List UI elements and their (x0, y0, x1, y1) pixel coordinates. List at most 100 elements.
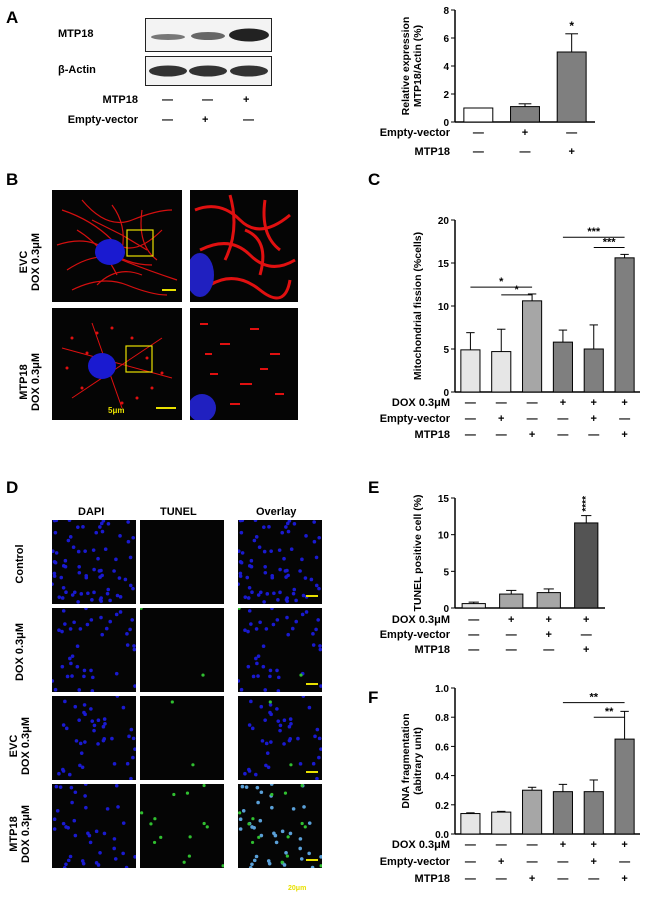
bar (583, 791, 604, 835)
y-tick-label: 8 (443, 6, 449, 17)
bar (499, 593, 524, 609)
condition-mark: — (588, 429, 599, 441)
condition-mark: — (557, 429, 568, 441)
tunel-column-label: TUNEL (160, 506, 197, 518)
tunel-image (238, 784, 322, 868)
scale-bar-label: 20μm (288, 885, 307, 892)
condition-mark: — (581, 629, 592, 641)
condition-mark: + (529, 429, 535, 441)
condition-mark: — (566, 127, 577, 139)
tunel-image (140, 784, 224, 868)
bar (510, 106, 540, 123)
condition-mark: — (468, 644, 479, 656)
chart-c: 0 5 10 15 20 Mitochondrial fission (%cells) * *… (380, 190, 650, 470)
y-tick-label: 0 (443, 604, 449, 615)
condition-mark: — (506, 644, 517, 656)
bar (522, 789, 543, 835)
tunel-image (238, 696, 322, 780)
y-tick-label: 0.0 (435, 830, 449, 841)
condition-mark: — (527, 413, 538, 425)
significance-label: *** (603, 237, 617, 249)
condition-mark: — (465, 429, 476, 441)
y-tick-label: 5 (443, 345, 449, 356)
y-tick-label: 0.4 (435, 772, 449, 783)
tunel-image (52, 784, 136, 868)
y-tick-label: 0.2 (435, 801, 449, 812)
condition-mark: + (498, 856, 504, 868)
y-axis-label: DNA fragmentation (400, 713, 412, 808)
panel-label-d: D (6, 478, 19, 497)
condition-mark: + (621, 873, 627, 885)
tunel-row-label: DOX 0.3μM (14, 622, 26, 682)
condition-mark: — (468, 614, 479, 626)
tunel-row-label: MTP18 DOX 0.3μM (8, 804, 32, 864)
confocal-mtp18-overview (52, 308, 182, 420)
y-tick-label: 0 (443, 388, 449, 399)
bar (552, 341, 573, 393)
tunel-image (52, 520, 136, 604)
tunel-row-label: EVC DOX 0.3μM (8, 716, 32, 776)
y-tick-label: 5 (443, 567, 449, 578)
condition-mark: — (496, 429, 507, 441)
condition-mark: — (465, 413, 476, 425)
tunel-panel: DAPI TUNEL Overlay Control DOX 0.3μM EVC… (0, 498, 330, 898)
condition-mark: + (529, 873, 535, 885)
confocal-row-label: EVC DOX 0.3μM (18, 232, 42, 292)
condition-mark: — (543, 644, 554, 656)
chart-a: 0 2 4 6 8 Relative expression MTP18/Actin (%) *… (380, 0, 650, 168)
tunel-image (140, 520, 224, 604)
condition-label: Empty-vector (380, 856, 451, 868)
confocal-evc-zoom (190, 190, 298, 302)
condition-mark: + (546, 629, 552, 641)
condition-mark: — (473, 127, 484, 139)
tunel-row-label: Control (14, 544, 26, 584)
condition-label: DOX 0.3μM (392, 839, 450, 851)
condition-mark: — (527, 856, 538, 868)
bar (461, 603, 486, 609)
bar (614, 257, 635, 393)
confocal-row-label: MTP18 DOX 0.3μM (18, 352, 42, 412)
condition-mark: — (527, 397, 538, 409)
condition-mark: — (496, 873, 507, 885)
tunel-image (52, 608, 136, 692)
bar (552, 791, 573, 835)
condition-mark: + (591, 839, 597, 851)
significance-label: **** (581, 496, 592, 512)
tunel-image (140, 608, 224, 692)
condition-label: Empty-vector (380, 127, 451, 139)
y-tick-label: 6 (443, 34, 449, 45)
condition-label: MTP18 (415, 429, 450, 441)
condition-mark: — (496, 839, 507, 851)
significance-label: * (515, 284, 520, 296)
chart-f: 0.0 0.2 0.4 0.6 0.8 1.0 DNA fragmentation (abit… (380, 676, 650, 912)
panel-label-f: F (368, 688, 379, 707)
bar (460, 349, 481, 393)
condition-label: DOX 0.3μM (392, 397, 450, 409)
y-tick-label: 15 (438, 259, 450, 270)
tunel-column-label: Overlay (256, 506, 297, 518)
condition-mark: + (583, 614, 589, 626)
panel-label-c: C (368, 170, 381, 189)
confocal-mtp18-zoom (190, 308, 298, 420)
y-tick-label: 10 (438, 302, 450, 313)
y-tick-label: 0.8 (435, 713, 449, 724)
condition-mark: — (619, 413, 630, 425)
significance-label: ** (589, 692, 598, 704)
blot-mark: + (243, 94, 250, 106)
condition-mark: — (557, 873, 568, 885)
blot-mark: + (202, 114, 209, 126)
y-tick-label: 0.6 (435, 742, 449, 753)
condition-mark: + (591, 856, 597, 868)
blot-row-label: MTP18 (58, 28, 94, 40)
condition-mark: — (473, 146, 484, 158)
bar (463, 107, 494, 123)
y-axis-label: TUNEL positive cell (%) (412, 494, 424, 611)
blot-cond-label: Empty-vector (67, 114, 138, 126)
y-axis-label: (abitrary unit) (412, 727, 424, 795)
condition-mark: — (496, 397, 507, 409)
condition-mark: + (522, 127, 528, 139)
condition-mark: + (591, 413, 597, 425)
confocal-panel: EVC DOX 0.3μM MTP18 DOX 0.3μM (0, 190, 360, 480)
y-tick-label: 20 (438, 216, 450, 227)
y-tick-label: 10 (438, 531, 450, 542)
